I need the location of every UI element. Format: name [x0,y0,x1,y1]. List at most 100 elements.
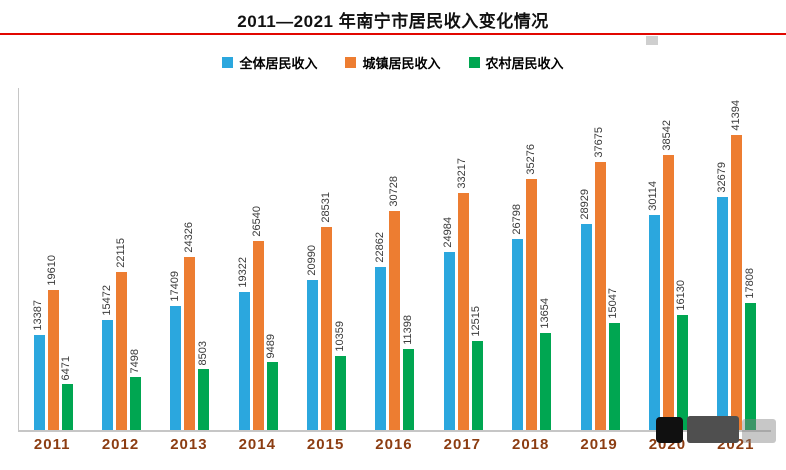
bar-all-2019: 28929 [579,189,592,430]
legend-label-all: 全体居民收入 [239,56,318,71]
x-tick-2012: 2012 [101,436,140,453]
bar-group-2013: 17409 24326 8503 [156,88,224,430]
bar-rural-2016: 11398 [402,315,415,430]
bar-urban-2020: 38542 [661,120,674,430]
bar-groups: 13387 19610 6471 15472 22115 7498 17409 24326 85… [19,88,771,430]
legend-item-rural: 农村居民收入 [468,53,564,72]
legend-item-urban: 城镇居民收入 [345,53,441,72]
bar-value-label: 32679 [715,162,728,193]
watermark-smudge [646,36,658,45]
bar-value-label: 16130 [675,280,688,311]
bar-urban-2015: 28531 [320,192,333,430]
bar-urban-2021: 41394 [730,100,743,430]
bar-group-2018: 26798 35276 13654 [498,88,566,430]
bar-value-label: 24326 [182,222,195,253]
bar-group-2019: 28929 37675 15047 [566,88,634,430]
bar-value-label: 35276 [524,144,537,175]
bar-all-2015: 20990 [306,245,319,430]
legend-swatch-rural [468,57,480,68]
bar-rural-2019: 15047 [607,288,620,430]
bar-rural-2012: 7498 [129,349,142,430]
plot-area: 13387 19610 6471 15472 22115 7498 17409 24326 85… [18,88,771,432]
bar-group-2017: 24984 33217 12515 [429,88,497,430]
legend: 全体居民收入 城镇居民收入 农村居民收入 [0,53,786,72]
bar-all-2017: 24984 [442,217,455,430]
bar-value-label: 8503 [196,340,209,365]
bar-value-label: 26540 [251,206,264,237]
bar-value-label: 6471 [60,355,73,380]
bar-value-label: 19610 [46,255,59,286]
bar-all-2011: 13387 [32,300,45,430]
bar-urban-2011: 19610 [46,255,59,430]
bar-value-label: 22115 [114,238,127,268]
legend-item-all: 全体居民收入 [222,53,317,72]
bar-all-2018: 26798 [511,204,524,430]
bar-all-2014: 19322 [237,257,250,430]
bar-value-label: 41394 [729,100,742,131]
bar-rural-2014: 9489 [265,334,278,430]
bar-value-label: 28929 [579,189,592,220]
x-axis-labels: 2011 2012 2013 2014 2015 2016 2017 2018 2019 2020… [18,436,770,453]
legend-label-rural: 农村居民收入 [485,56,564,71]
bar-group-2014: 19322 26540 9489 [224,88,292,430]
bar-urban-2012: 22115 [115,238,128,430]
watermark-block-gray [687,416,739,443]
legend-swatch-all [222,57,234,68]
bar-group-2016: 22862 30728 11398 [361,88,429,430]
bar-all-2013: 17409 [169,271,182,430]
bar-value-label: 24984 [442,217,455,248]
bar-value-label: 33217 [456,158,469,189]
bar-value-label: 7498 [128,348,141,373]
bar-value-label: 17409 [168,271,181,302]
bar-value-label: 20990 [305,245,318,276]
x-tick-2018: 2018 [512,436,550,453]
bar-urban-2017: 33217 [456,158,469,430]
bar-value-label: 12515 [470,306,483,337]
x-tick-2017: 2017 [443,436,482,453]
x-tick-2014: 2014 [238,436,276,453]
bar-value-label: 17808 [743,268,756,299]
watermark-block-faint [742,419,776,443]
bar-value-label: 38542 [661,120,674,151]
x-tick-2015: 2015 [306,436,345,453]
bar-value-label: 9489 [265,333,278,358]
bar-urban-2016: 30728 [388,176,401,430]
watermark-block-black [656,417,683,443]
bar-value-label: 30728 [387,176,400,207]
bar-value-label: 30114 [647,181,660,211]
bar-group-2021: 32679 41394 17808 [703,88,771,430]
bar-value-label: 26798 [510,204,523,235]
bar-rural-2021: 17808 [744,268,757,430]
bar-urban-2019: 37675 [593,127,606,430]
bar-group-2011: 13387 19610 6471 [19,88,87,430]
x-tick-2019: 2019 [580,436,618,453]
bar-group-2020: 30114 38542 16130 [634,88,702,430]
title-divider [0,33,786,35]
bar-all-2021: 32679 [716,162,729,430]
x-tick-2013: 2013 [170,436,208,453]
bar-urban-2013: 24326 [183,222,196,430]
bar-rural-2013: 8503 [197,341,210,430]
bar-value-label: 15472 [100,285,113,316]
bar-value-label: 28531 [319,192,332,223]
x-tick-2016: 2016 [375,436,413,453]
bar-urban-2014: 26540 [251,206,264,430]
bar-value-label: 10359 [333,321,346,352]
bar-value-label: 13654 [538,298,551,329]
x-tick-2011: 2011 [33,436,71,453]
bar-group-2015: 20990 28531 10359 [292,88,360,430]
bar-all-2012: 15472 [101,285,114,430]
bar-urban-2018: 35276 [525,144,538,430]
bar-all-2016: 22862 [374,232,387,430]
chart-title: 2011—2021 年南宁市居民收入变化情况 [237,12,549,31]
bar-value-label: 19322 [237,257,250,288]
bar-all-2020: 30114 [647,181,660,430]
bar-value-label: 11398 [401,315,414,345]
bar-value-label: 15047 [607,288,620,319]
bar-rural-2018: 13654 [539,298,552,430]
bar-value-label: 13387 [32,300,45,331]
legend-swatch-urban [345,57,357,68]
bar-value-label: 37675 [593,127,606,158]
bar-rural-2017: 12515 [470,306,483,430]
